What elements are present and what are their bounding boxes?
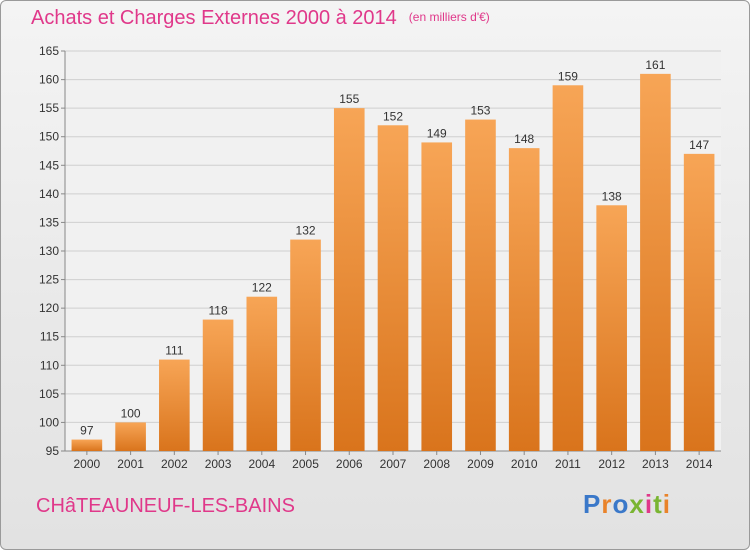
data-label-2014: 147 [689, 138, 709, 152]
bar-2011 [552, 85, 584, 452]
y-tick-label: 150 [39, 130, 59, 144]
logo-letter: t [653, 489, 663, 519]
x-tick-label-2009: 2009 [467, 457, 494, 471]
x-tick-label-2007: 2007 [380, 457, 407, 471]
bar-2007 [377, 125, 409, 452]
data-label-2000: 97 [80, 424, 94, 438]
data-label-2003: 118 [208, 304, 227, 318]
bar-2005 [290, 239, 321, 451]
chart-unit: (en milliers d'€) [408, 10, 490, 24]
x-tick-label-2006: 2006 [336, 457, 363, 471]
data-label-2012: 138 [602, 189, 622, 203]
y-tick-label: 115 [40, 330, 59, 344]
bar-2000 [71, 439, 103, 451]
logo-letter: P [583, 489, 602, 519]
data-label-2007: 152 [383, 109, 403, 123]
y-tick-label: 145 [39, 158, 59, 172]
x-tick-label-2011: 2011 [555, 457, 581, 471]
data-label-2009: 153 [470, 104, 490, 118]
x-tick-label-2014: 2014 [686, 457, 713, 471]
x-tick-label-2010: 2010 [511, 457, 538, 471]
y-tick-label: 95 [46, 444, 60, 458]
data-label-2004: 122 [252, 281, 272, 295]
logo-letter: i [662, 489, 671, 519]
x-tick-label-2004: 2004 [248, 457, 275, 471]
y-tick-label: 120 [39, 301, 59, 315]
y-tick-label: 105 [39, 387, 59, 401]
bar-2002 [159, 359, 190, 451]
y-tick-label: 140 [39, 187, 59, 201]
chart-title: Achats et Charges Externes 2000 à 2014 (e… [31, 7, 490, 30]
bar-2009 [465, 119, 496, 452]
bar-2010 [508, 148, 540, 451]
y-tick-label: 110 [40, 358, 59, 372]
y-tick-label: 125 [39, 273, 59, 287]
y-tick-label: 100 [39, 415, 59, 429]
x-tick-label-2005: 2005 [292, 457, 319, 471]
chart-title-text: Achats et Charges Externes 2000 à 2014 [31, 7, 397, 29]
bar-2004 [246, 296, 278, 451]
data-label-2013: 161 [645, 58, 665, 72]
data-label-2006: 155 [339, 92, 359, 106]
x-tick-label-2012: 2012 [598, 457, 625, 471]
bar-2013 [640, 73, 671, 451]
y-tick-label: 155 [39, 101, 59, 115]
data-label-2005: 132 [296, 224, 316, 238]
bar-2008 [421, 142, 453, 451]
logo-letter: o [612, 489, 630, 519]
data-label-2002: 111 [165, 344, 184, 358]
y-tick-label: 130 [39, 244, 59, 258]
x-tick-label-2002: 2002 [161, 457, 188, 471]
x-tick-label-2013: 2013 [642, 457, 669, 471]
bar-2001 [115, 422, 146, 451]
proxiti-logo: Proxiti [583, 489, 671, 520]
data-label-2011: 159 [558, 69, 578, 83]
bar-2014 [683, 153, 715, 451]
x-tick-label-2008: 2008 [423, 457, 450, 471]
logo-letter: i [644, 489, 654, 519]
bar-2012 [596, 205, 627, 451]
bar-2006 [333, 108, 365, 452]
x-tick-label-2001: 2001 [117, 457, 144, 471]
data-label-2010: 148 [514, 132, 534, 146]
x-tick-label-2000: 2000 [74, 457, 101, 471]
y-tick-label: 135 [39, 215, 59, 229]
x-tick-label-2003: 2003 [205, 457, 232, 471]
logo-letter: x [629, 489, 645, 519]
logo-letter: r [601, 489, 613, 519]
bar-2003 [202, 319, 234, 451]
y-tick-label: 160 [39, 73, 59, 87]
data-label-2001: 100 [121, 406, 141, 420]
y-tick-label: 165 [39, 44, 59, 58]
data-label-2008: 149 [427, 126, 447, 140]
commune-name: CHâTEAUNEUF-LES-BAINS [36, 495, 295, 517]
